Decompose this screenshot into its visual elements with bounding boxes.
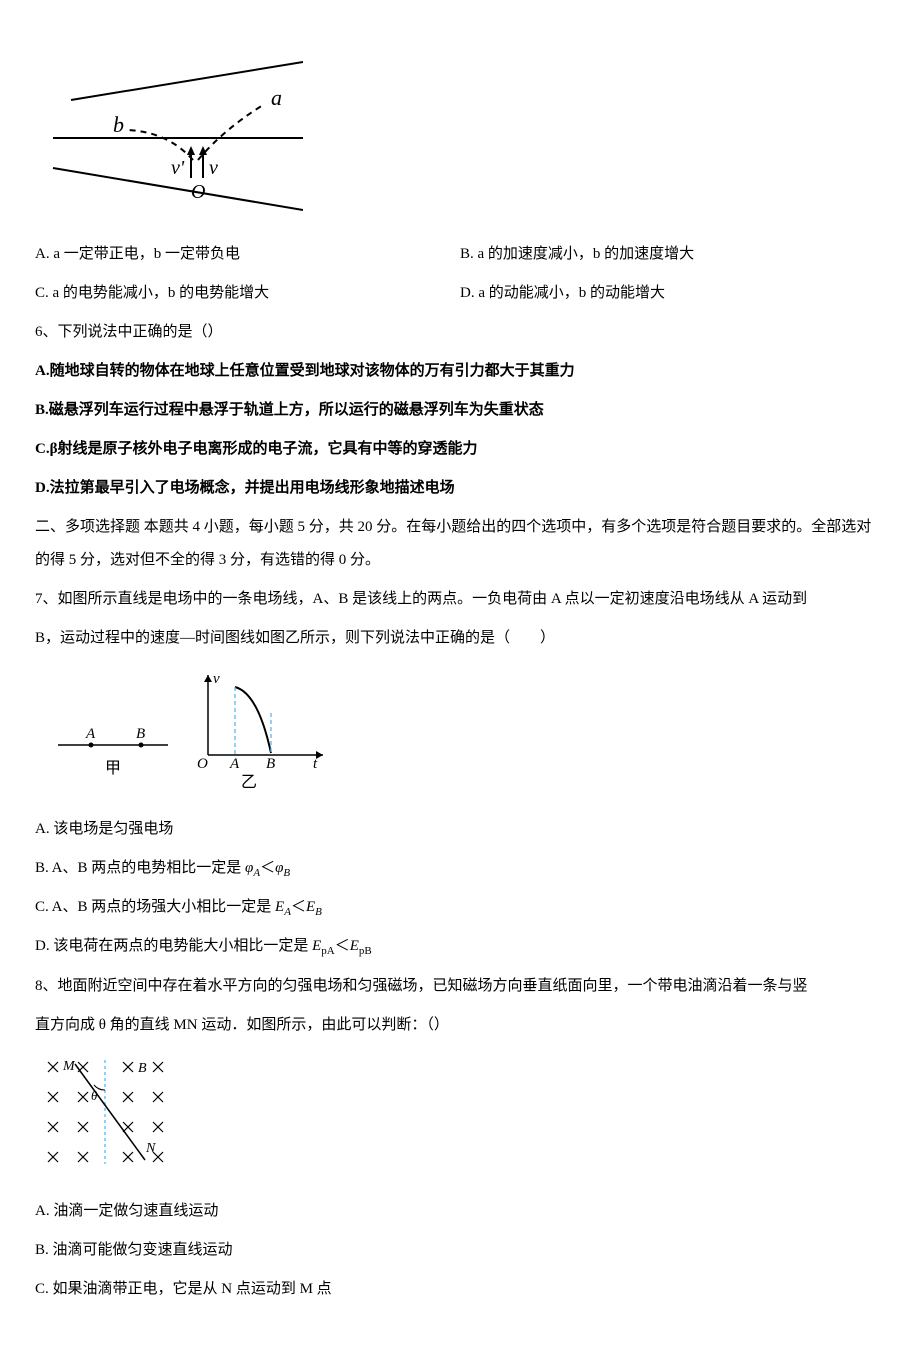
q7-optC: C. A、B 两点的场强大小相比一定是 EA＜EB: [35, 891, 885, 924]
q7-optD-lt: ＜: [335, 938, 350, 954]
figure-2-svg: A B 甲 O A B t v 乙: [43, 665, 333, 795]
q5-optA: A. a 一定带正电，b 一定带负电: [35, 238, 460, 271]
svg-text:A: A: [85, 726, 96, 742]
q7-optC-pre: C. A、B 两点的场强大小相比一定是: [35, 899, 275, 915]
q8-optA: A. 油滴一定做匀速直线运动: [35, 1195, 885, 1228]
q7-optC-EB: E: [306, 899, 315, 915]
fig1-label-v: v: [209, 157, 218, 179]
q7-optD-subpB: pB: [359, 945, 372, 957]
q7-optC-subB: B: [315, 906, 322, 918]
q7-optB-subB: B: [283, 867, 290, 879]
svg-text:O: O: [197, 756, 208, 772]
q8-stem2: 直方向成 θ 角的直线 MN 运动．如图所示，由此可以判断：（）: [35, 1009, 885, 1042]
q7-optA: A. 该电场是匀强电场: [35, 813, 885, 846]
fig1-label-vp: v': [171, 157, 185, 179]
q7-optB: B. A、B 两点的电势相比一定是 φA＜φB: [35, 852, 885, 885]
figure-1: a b v v' O: [43, 50, 885, 220]
q5-optB: B. a 的加速度减小，b 的加速度增大: [460, 238, 885, 271]
q8-optC: C. 如果油滴带正电，它是从 N 点运动到 M 点: [35, 1273, 885, 1306]
fig1-label-b: b: [113, 112, 124, 137]
svg-text:t: t: [313, 756, 318, 772]
fig1-label-a: a: [271, 85, 282, 110]
q7-optC-subA: A: [284, 906, 291, 918]
q7-optD-EpA: E: [312, 938, 321, 954]
q7-optD: D. 该电荷在两点的电势能大小相比一定是 EpA＜EpB: [35, 930, 885, 963]
q6-optD: D.法拉第最早引入了电场概念，并提出用电场线形象地描述电场: [35, 472, 885, 505]
q6-optC: C.β射线是原子核外电子电离形成的电子流，它具有中等的穿透能力: [35, 433, 885, 466]
svg-text:B: B: [266, 756, 275, 772]
q6-optA: A.随地球自转的物体在地球上任意位置受到地球对该物体的万有引力都大于其重力: [35, 355, 885, 388]
q5-optD: D. a 的动能减小，b 的动能增大: [460, 277, 885, 310]
figure-3-svg: M B N θ: [43, 1052, 193, 1177]
figure-3: M B N θ: [43, 1052, 885, 1177]
q7-optB-lt: ＜: [260, 860, 275, 876]
q5-optC: C. a 的电势能减小，b 的电势能增大: [35, 277, 460, 310]
figure-1-svg: a b v v' O: [43, 50, 303, 220]
svg-text:乙: 乙: [241, 774, 257, 791]
fig1-label-O: O: [191, 181, 205, 203]
svg-text:M: M: [62, 1059, 76, 1074]
q7-optB-pre: B. A、B 两点的电势相比一定是: [35, 860, 245, 876]
q6-stem: 6、下列说法中正确的是（）: [35, 316, 885, 349]
svg-text:甲: 甲: [105, 760, 121, 777]
q6-optB: B.磁悬浮列车运行过程中悬浮于轨道上方，所以运行的磁悬浮列车为失重状态: [35, 394, 885, 427]
q7-optD-pre: D. 该电荷在两点的电势能大小相比一定是: [35, 938, 312, 954]
svg-text:N: N: [145, 1141, 156, 1156]
q8-stem1: 8、地面附近空间中存在着水平方向的匀强电场和匀强磁场，已知磁场方向垂直纸面向里，…: [35, 970, 885, 1003]
svg-text:v: v: [213, 671, 220, 687]
svg-text:A: A: [229, 756, 240, 772]
q7-optC-lt: ＜: [291, 899, 306, 915]
q5-options-row2: C. a 的电势能减小，b 的电势能增大 D. a 的动能减小，b 的动能增大: [35, 277, 885, 310]
q7-optC-EA: E: [275, 899, 284, 915]
q7-optD-EpB: E: [350, 938, 359, 954]
figure-2: A B 甲 O A B t v 乙: [43, 665, 885, 795]
section2-title: 二、多项选择题 本题共 4 小题，每小题 5 分，共 20 分。在每小题给出的四…: [35, 511, 885, 577]
svg-text:B: B: [136, 726, 145, 742]
svg-text:θ: θ: [91, 1088, 98, 1103]
q7-optD-subpA: pA: [321, 945, 334, 957]
q7-stem1: 7、如图所示直线是电场中的一条电场线，A、B 是该线上的两点。一负电荷由 A 点…: [35, 583, 885, 616]
q7-stem2: B，运动过程中的速度—时间图线如图乙所示，则下列说法中正确的是（ ）: [35, 622, 885, 655]
svg-text:B: B: [138, 1061, 147, 1076]
q5-options-row1: A. a 一定带正电，b 一定带负电 B. a 的加速度减小，b 的加速度增大: [35, 238, 885, 271]
q8-optB: B. 油滴可能做匀变速直线运动: [35, 1234, 885, 1267]
